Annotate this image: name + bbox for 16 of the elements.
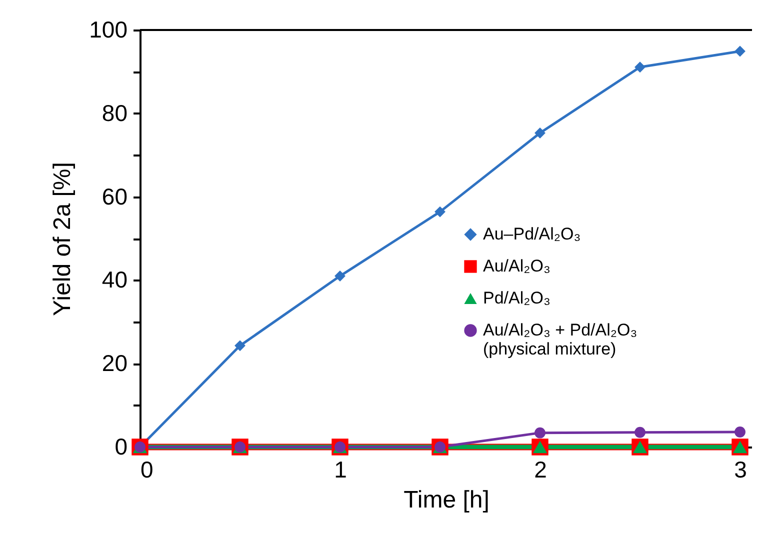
y-tick-label: 0 <box>114 434 128 460</box>
x-tick-label: 0 <box>140 456 154 482</box>
legend-label: Au/Al₂O₃ <box>483 256 550 276</box>
y-axis-title: Yield of 2a [%] <box>49 162 76 316</box>
y-tick-label: 60 <box>102 183 128 210</box>
legend-label: Au–Pd/Al₂O₃ <box>483 224 581 244</box>
legend-label: Pd/Al₂O₃ <box>483 288 550 308</box>
x-tick-label: 2 <box>534 456 547 482</box>
x-tick-label: 1 <box>334 456 347 482</box>
y-tick-label: 40 <box>102 266 128 293</box>
x-axis-title: Time [h] <box>404 486 490 514</box>
y-tick-label: 100 <box>89 16 128 42</box>
y-tick-label: 20 <box>102 350 128 376</box>
x-tick-label: 3 <box>734 456 747 482</box>
legend-label: Au/Al₂O₃ + Pd/Al₂O₃ (physical mixture) <box>483 320 638 358</box>
y-tick-label: 80 <box>102 100 128 126</box>
